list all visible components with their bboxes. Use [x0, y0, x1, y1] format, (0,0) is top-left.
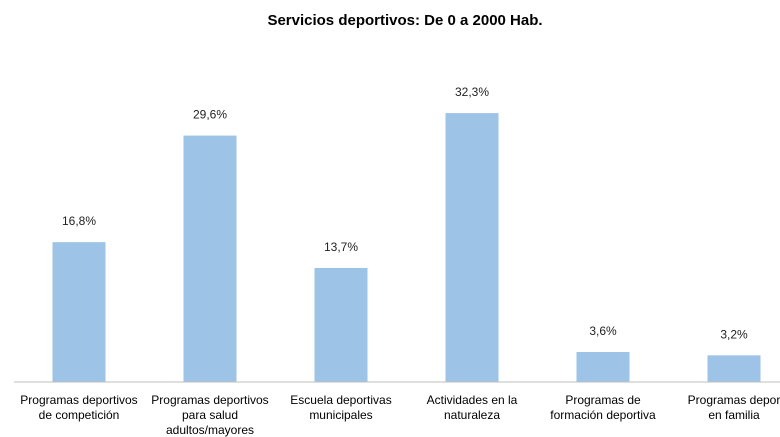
category-label-line: Programas depor [688, 393, 780, 407]
data-label-2: 29,6% [193, 108, 227, 122]
chart-title: Servicios deportivos: De 0 a 2000 Hab. [267, 12, 542, 29]
category-label-4: Actividades en la naturaleza [427, 393, 518, 422]
category-label-6: Programas depor en familia [688, 393, 780, 422]
data-label-5: 3,6% [589, 324, 617, 338]
category-label-line: Actividades en la [427, 393, 518, 407]
bar-3 [314, 267, 368, 382]
category-label-line: adultos/mayores [166, 423, 254, 437]
bar-4 [445, 113, 499, 382]
data-label-1: 16,8% [62, 214, 96, 228]
data-label-6: 3,2% [720, 327, 748, 341]
bars-group [52, 113, 761, 382]
category-label-line: Programas de [565, 393, 641, 407]
category-label-3: Escuela deportivas municipales [290, 393, 391, 422]
category-label-line: en familia [708, 408, 760, 422]
category-labels-group: Programas deportivos de competiciónProgra… [20, 393, 780, 437]
category-label-line: Escuela deportivas [290, 393, 391, 407]
bar-1 [52, 242, 106, 382]
category-label-line: formación deportiva [550, 408, 656, 422]
data-label-4: 32,3% [455, 85, 489, 99]
category-label-2: Programas deportivos para salud adultos/ma… [151, 393, 268, 437]
bar-5 [576, 352, 630, 382]
category-label-line: Programas deportivos [151, 393, 268, 407]
category-label-1: Programas deportivos de competición [20, 393, 137, 422]
category-label-line: de competición [39, 408, 120, 422]
data-label-3: 13,7% [324, 240, 358, 254]
category-label-line: para salud [182, 408, 238, 422]
category-label-line: Programas deportivos [20, 393, 137, 407]
bar-6 [707, 355, 761, 382]
bar-2 [183, 135, 237, 382]
category-label-line: naturaleza [444, 408, 500, 422]
category-label-line: municipales [309, 408, 372, 422]
data-labels-group: 16,8% 29,6% 13,7% 32,3% 3,6% 3,2% [62, 85, 748, 341]
category-label-5: Programas de formación deportiva [550, 393, 656, 422]
